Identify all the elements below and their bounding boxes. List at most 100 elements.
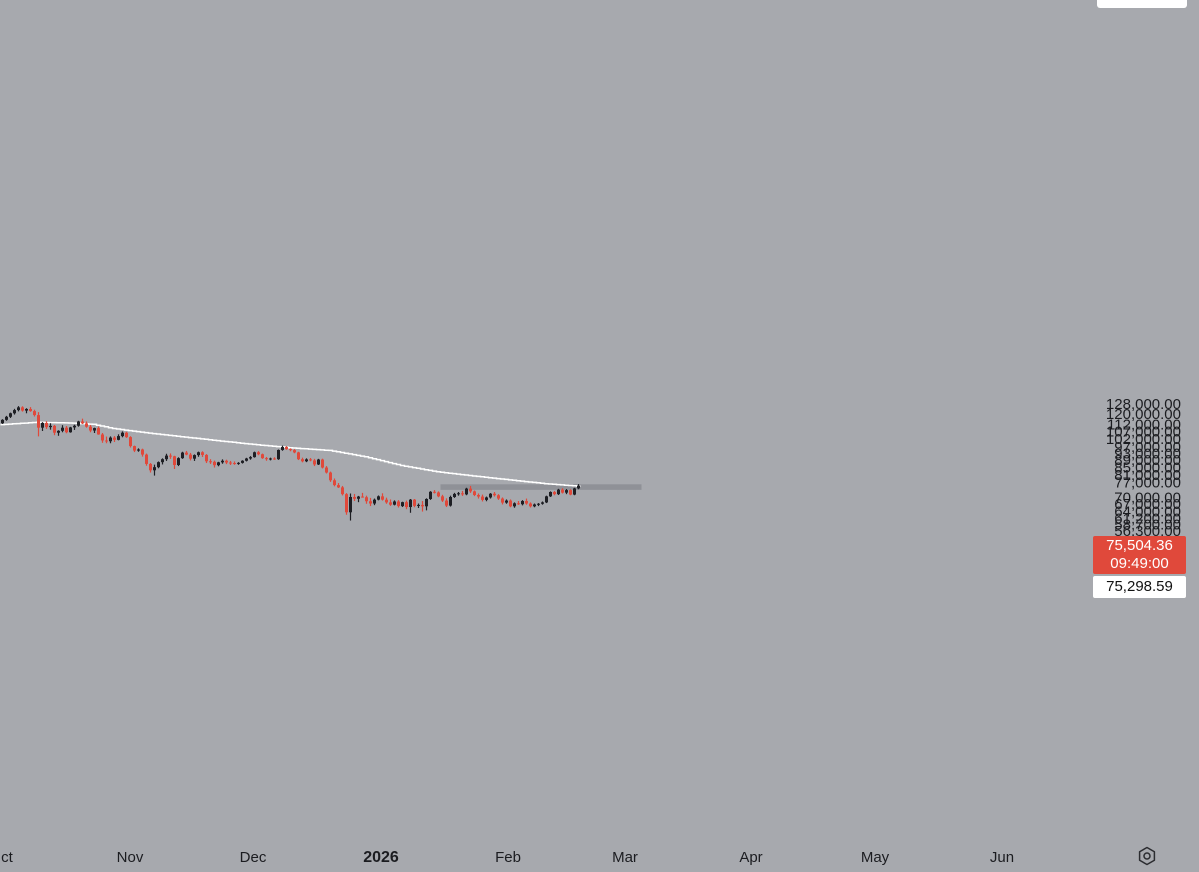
candle: [341, 485, 344, 496]
candle: [13, 408, 16, 415]
candle: [181, 451, 184, 459]
candle: [137, 448, 140, 452]
candle: [433, 490, 436, 494]
candle: [461, 490, 464, 496]
candle: [61, 425, 64, 433]
candle: [29, 407, 32, 412]
moving-average-layer: [0, 421, 581, 487]
candle: [81, 418, 84, 425]
candle: [201, 451, 204, 457]
candle: [161, 458, 164, 465]
y-tick-label: 70,000.00: [1114, 489, 1181, 506]
candle: [425, 498, 428, 511]
candle: [1, 419, 4, 424]
time-axis[interactable]: ct Nov Dec 2026 Feb Mar Apr May Jun: [1, 849, 1014, 866]
candle: [369, 497, 372, 507]
candle: [337, 483, 340, 488]
candle: [465, 487, 468, 496]
candle: [85, 421, 88, 428]
candle: [213, 460, 216, 468]
candle: [509, 499, 512, 508]
candle: [121, 431, 124, 438]
candle: [89, 425, 92, 433]
candle: [209, 459, 212, 464]
resistance-zone: [440, 484, 642, 490]
candle: [473, 490, 476, 497]
candle: [297, 451, 300, 461]
candle: [389, 499, 392, 506]
candle: [345, 493, 348, 515]
candle: [385, 497, 388, 504]
candle: [541, 501, 544, 505]
candle: [429, 491, 432, 500]
candle: [281, 445, 284, 451]
x-tick-label: 2026: [363, 849, 399, 866]
candle: [97, 426, 100, 435]
candle: [117, 434, 120, 441]
y-tick-label: 61,200.00: [1114, 510, 1181, 527]
candle: [5, 415, 8, 421]
y-tick-label: 56,300.00: [1114, 523, 1181, 540]
candle: [401, 501, 404, 508]
candle: [133, 445, 136, 453]
candle: [417, 503, 420, 508]
candle: [305, 458, 308, 463]
candle: [349, 493, 352, 521]
axis-top-label-box: [1097, 0, 1187, 8]
y-tick-label: 77,000.00: [1114, 475, 1181, 492]
candle: [57, 430, 60, 436]
candle: [381, 493, 384, 501]
candle: [517, 501, 520, 505]
candle: [17, 406, 20, 412]
candle: [269, 457, 272, 461]
candle: [285, 446, 288, 450]
y-tick-label: 112,000.00: [1107, 417, 1181, 434]
candle: [357, 495, 360, 503]
price-axis[interactable]: 128,000.00120,000.00112,000.00107,000.00…: [1106, 396, 1181, 540]
current-price-value: 75,504.36: [1106, 537, 1173, 554]
candle: [189, 452, 192, 461]
candle: [497, 494, 500, 500]
candle: [501, 497, 504, 505]
candle: [9, 412, 12, 418]
candle: [377, 495, 380, 501]
candle: [469, 485, 472, 493]
moving-average-line: [0, 421, 581, 487]
y-tick-label: 97,000.00: [1114, 439, 1181, 456]
candle: [265, 456, 268, 461]
candle: [93, 427, 96, 433]
candle: [549, 491, 552, 497]
candle: [513, 502, 516, 508]
candle: [69, 426, 72, 433]
candle: [225, 459, 228, 465]
candle: [49, 423, 52, 430]
candle: [53, 425, 56, 436]
candle: [21, 406, 24, 412]
candle: [301, 457, 304, 463]
candle: [221, 459, 224, 464]
candle: [537, 503, 540, 507]
y-tick-label: 64,000.00: [1114, 503, 1181, 520]
y-tick-label: 93,000.00: [1114, 445, 1181, 462]
settings-icon[interactable]: [1137, 846, 1157, 866]
candle: [529, 502, 532, 508]
candle: [249, 456, 252, 460]
candle: [293, 449, 296, 454]
candle: [405, 500, 408, 510]
candle: [25, 408, 28, 414]
candle: [317, 458, 320, 466]
y-tick-label: 89,000.00: [1114, 452, 1181, 469]
candle: [165, 453, 168, 461]
y-tick-label: 67,000.00: [1114, 496, 1181, 513]
candle: [217, 461, 220, 467]
candle: [545, 495, 548, 504]
candle: [193, 454, 196, 461]
candle: [177, 457, 180, 467]
candle: [361, 492, 364, 498]
countdown-value: 09:49:00: [1110, 555, 1169, 572]
prev-close-badge: 75,298.59: [1093, 576, 1186, 598]
candle: [173, 455, 176, 470]
